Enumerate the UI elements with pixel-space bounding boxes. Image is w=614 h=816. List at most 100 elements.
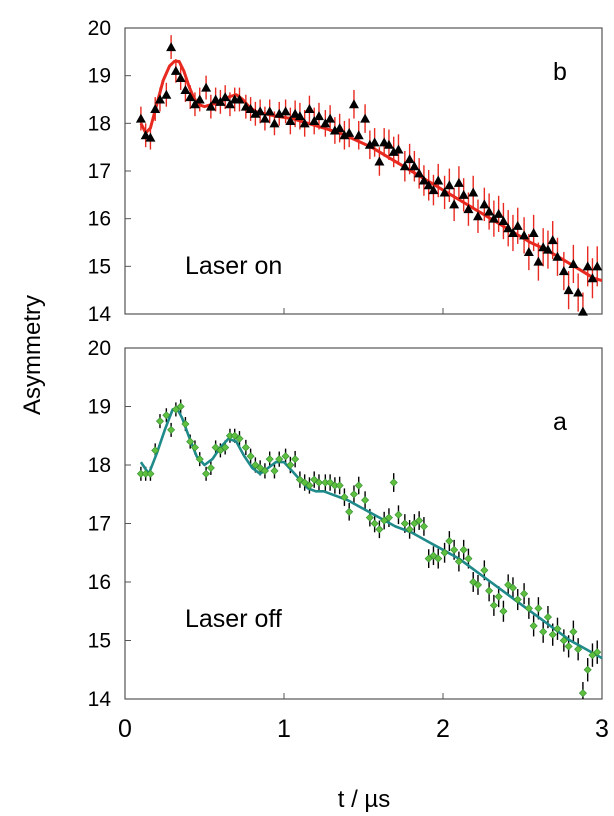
data-point (234, 94, 245, 104)
y-tick-label: 17 (88, 513, 111, 536)
data-point (409, 161, 420, 171)
data-point-group (135, 42, 603, 316)
data-point (270, 466, 279, 475)
data-point (259, 113, 270, 123)
y-tick-label: 14 (88, 303, 112, 326)
y-tick-label: 17 (88, 160, 111, 183)
data-point (583, 665, 592, 674)
y-tick-label: 16 (88, 208, 111, 231)
data-point (181, 420, 190, 429)
data-point (309, 115, 320, 125)
data-point (349, 490, 358, 499)
data-point (215, 96, 226, 106)
data-point (449, 199, 460, 209)
data-point (429, 551, 438, 560)
data-point (410, 519, 419, 528)
data-point (582, 261, 593, 271)
data-point (320, 118, 331, 128)
data-point (202, 469, 211, 478)
data-point (354, 481, 363, 490)
data-point (529, 621, 538, 630)
data-point (167, 425, 176, 434)
data-point (563, 285, 574, 295)
data-point (344, 127, 355, 137)
data-point (255, 106, 266, 116)
data-point (291, 455, 300, 464)
annotation-label: Laser on (185, 252, 282, 280)
data-point (454, 557, 463, 566)
data-point (170, 65, 181, 75)
data-point (552, 251, 563, 261)
data-point (166, 42, 177, 52)
data-point (171, 405, 180, 414)
data-point (528, 227, 539, 237)
data-point (533, 256, 544, 266)
data-point (469, 577, 478, 587)
data-point (433, 175, 444, 185)
data-point (250, 108, 261, 118)
data-point (325, 113, 336, 123)
data-point (479, 199, 490, 209)
data-point (194, 94, 205, 104)
data-point (150, 104, 161, 114)
data-point (512, 220, 523, 230)
x-tick-label: 0 (118, 715, 132, 743)
data-point (161, 89, 172, 99)
data-point (246, 452, 255, 461)
data-point (189, 99, 200, 109)
data-point (564, 642, 573, 651)
data-point (484, 206, 495, 216)
data-point (335, 481, 344, 490)
data-point-group (136, 402, 602, 698)
data-point (221, 443, 230, 452)
data-point (300, 478, 309, 487)
panel-label: a (553, 408, 567, 436)
y-tick-label: 20 (88, 17, 111, 40)
data-point (489, 601, 498, 610)
data-point (286, 460, 295, 470)
data-point (146, 469, 155, 478)
data-point (498, 216, 509, 226)
data-point (458, 189, 469, 199)
data-point (507, 227, 518, 237)
data-point (310, 475, 319, 484)
data-point (463, 204, 474, 214)
data-point (488, 213, 499, 223)
data-point (345, 507, 354, 516)
data-point (260, 466, 269, 475)
data-point (339, 130, 350, 140)
data-point (418, 175, 429, 185)
data-point (494, 592, 503, 601)
data-point (326, 478, 335, 487)
data-point (519, 230, 530, 240)
data-point (539, 627, 548, 636)
data-point (577, 306, 588, 316)
data-point (235, 434, 244, 443)
annotation-label: Laser off (185, 605, 282, 633)
data-point (145, 132, 156, 142)
data-point (185, 92, 196, 102)
data-point (405, 525, 414, 534)
data-point (542, 244, 553, 254)
y-tick-label: 15 (88, 630, 111, 653)
data-point (388, 146, 399, 156)
data-point (295, 475, 304, 484)
data-point (264, 106, 275, 116)
data-point (195, 455, 204, 464)
panel-laser-on: 14 15 16 17 18 19 20 b Laser on (88, 17, 603, 326)
data-point (568, 258, 579, 268)
data-point (176, 402, 185, 411)
data-point (587, 273, 598, 283)
data-point (592, 261, 603, 271)
data-point (472, 211, 483, 221)
data-point (404, 154, 415, 164)
data-point (329, 125, 340, 135)
data-point (394, 510, 403, 519)
y-tick-label: 14 (88, 688, 112, 711)
y-tick-group: 14 15 16 17 18 19 20 (88, 337, 131, 711)
data-point (493, 208, 504, 218)
x-tick-label: 1 (277, 715, 291, 743)
data-point (547, 235, 558, 245)
data-point (419, 522, 428, 531)
data-point (523, 247, 534, 257)
